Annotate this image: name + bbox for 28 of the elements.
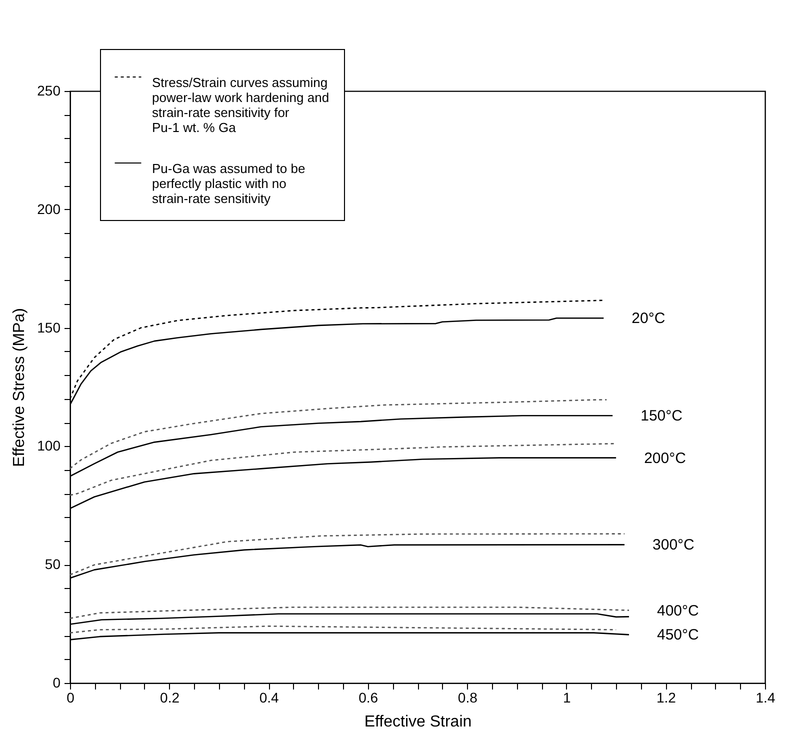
y-tick-label: 100 bbox=[37, 438, 61, 454]
annotation: 400°C bbox=[656, 602, 700, 620]
y-tick-label: 150 bbox=[37, 319, 61, 336]
line-series bbox=[70, 442, 617, 496]
x-axis-title: Effective Strain bbox=[364, 714, 472, 730]
x-tick-label: 0 bbox=[66, 690, 75, 706]
x-tick-label: 1 bbox=[563, 690, 572, 706]
y-tick-label: 250 bbox=[37, 82, 61, 98]
x-tick-label: 0.4 bbox=[259, 690, 280, 706]
annotation: 450°C bbox=[656, 626, 700, 644]
x-tick-label: 1.2 bbox=[656, 690, 676, 706]
x-tick-label: 0.6 bbox=[358, 690, 378, 706]
line-series bbox=[70, 606, 630, 620]
annotation: 300°C bbox=[652, 536, 695, 554]
annotation: 150°C bbox=[640, 408, 683, 425]
annotation: 200°C bbox=[644, 450, 686, 467]
y-tick-label: 200 bbox=[37, 200, 61, 217]
annotation: 20°C bbox=[632, 310, 666, 328]
line-series bbox=[70, 533, 626, 576]
y-axis-title: Effective Stress (MPa) bbox=[11, 308, 28, 467]
x-tick-label: 0.2 bbox=[160, 690, 180, 706]
legend-label: Pu-Ga was assumed to be perfectly plastic with no strain-rate sensitivity bbox=[152, 161, 306, 206]
y-tick-label: 0 bbox=[52, 674, 61, 690]
line-series bbox=[70, 399, 608, 470]
x-tick-label: 1.4 bbox=[756, 690, 776, 706]
legend-label: Stress/Strain curves assuming power-law work hardening and strain-rate sensitivity for Pu-1 wt. % Ga bbox=[152, 75, 330, 135]
y-tick-label: 50 bbox=[44, 556, 61, 572]
x-tick-label: 0.8 bbox=[458, 690, 478, 706]
